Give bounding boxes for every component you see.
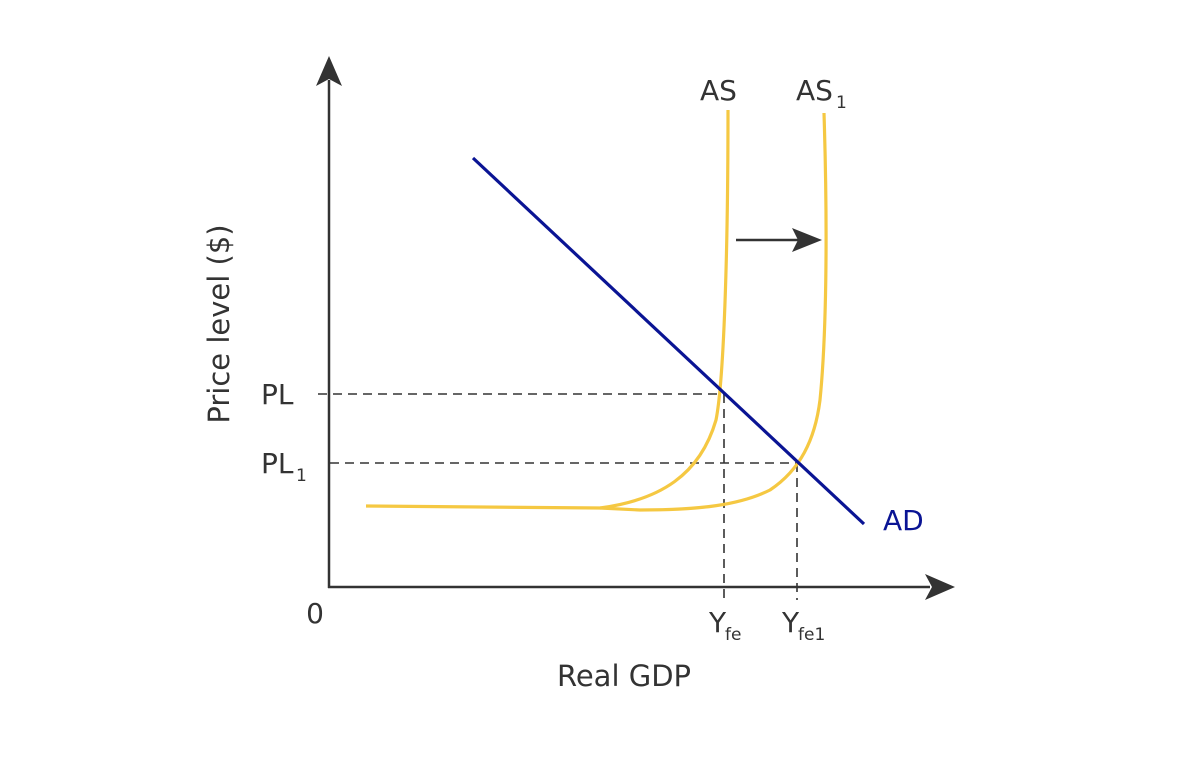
pl-label: PL [261,378,294,411]
ad-label: AD [883,504,924,537]
ad-curve [471,156,866,526]
yfe-label-main: Y [708,606,727,639]
as1-label-subscript: 1 [836,93,847,113]
as1-label-main: AS [796,74,833,107]
pl1-label-subscript: 1 [296,466,307,486]
as-label: AS [700,74,737,107]
as1-curve [599,112,828,512]
as1-label: AS 1 [796,74,847,113]
pl1-label: PL 1 [261,447,307,486]
yfe1-label-main: Y [781,606,800,639]
as-curve [365,109,730,510]
y-axis-title: Price level ($) [202,224,236,423]
pl1-label-main: PL [261,447,294,480]
yfe1-label: Y fe1 [781,606,825,645]
y-axis-arrowhead [316,56,342,86]
yfe-label-subscript: fe [725,625,741,645]
origin-label: 0 [306,597,324,630]
x-axis-arrowhead [925,574,955,600]
yfe-label: Y fe [708,606,741,645]
x-axis-title: Real GDP [557,659,691,693]
guide-lines [318,393,798,600]
shift-arrow [736,228,822,252]
shift-arrow-head [792,228,822,252]
as-curves [365,109,828,512]
axes [316,56,955,600]
yfe1-label-subscript: fe1 [798,625,825,645]
